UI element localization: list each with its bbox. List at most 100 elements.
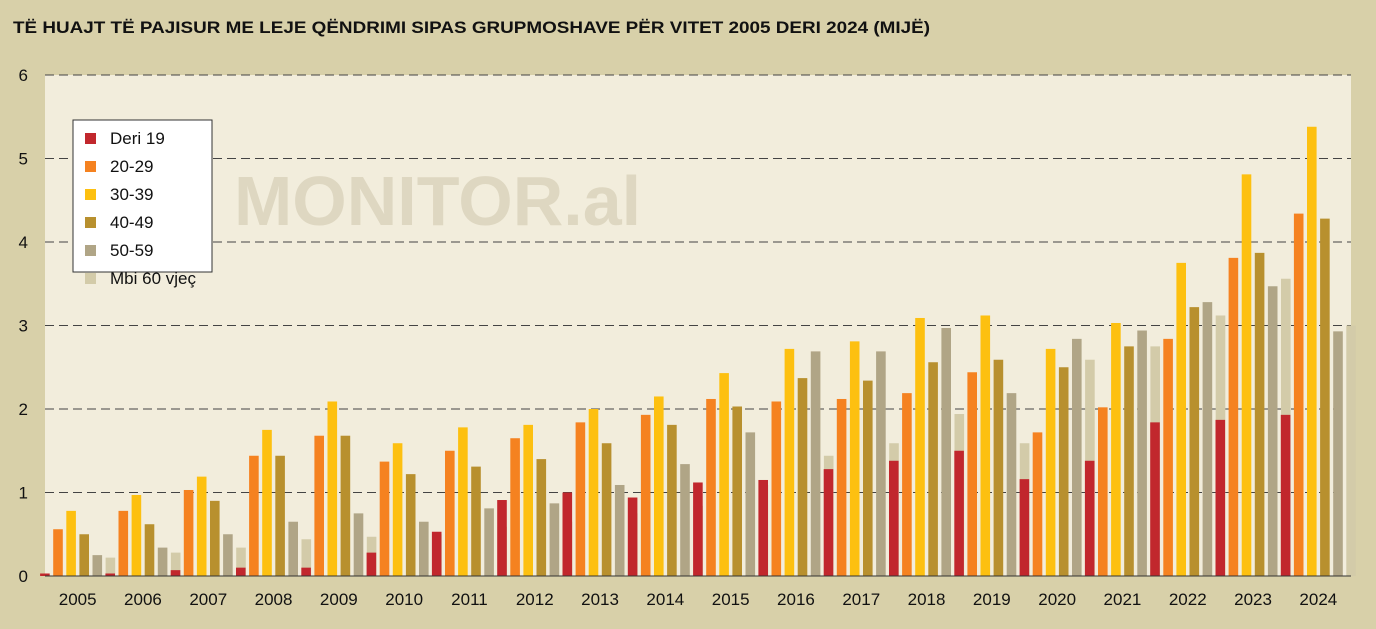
x-tick-label: 2021: [1104, 590, 1142, 609]
bar: [654, 396, 664, 576]
bar: [301, 539, 312, 576]
x-tick-label: 2020: [1038, 590, 1076, 609]
bar: [575, 422, 586, 576]
legend-swatch: [85, 161, 96, 172]
bar: [771, 401, 782, 576]
bar: [327, 401, 338, 576]
bar: [196, 476, 207, 576]
x-tick-label: 2008: [255, 590, 293, 609]
bar: [392, 443, 403, 576]
bar: [366, 552, 377, 576]
bar: [902, 393, 912, 576]
y-tick-label: 3: [19, 317, 28, 336]
legend-swatch: [85, 217, 96, 228]
bar: [915, 317, 925, 576]
bar: [732, 406, 742, 576]
bar: [588, 409, 599, 576]
bar: [1111, 322, 1121, 576]
bar: [849, 341, 860, 576]
legend-label: 50-59: [110, 241, 153, 260]
bar: [614, 484, 625, 576]
y-tick-label: 4: [19, 233, 28, 252]
bar: [1293, 213, 1304, 577]
bar: [223, 534, 233, 576]
x-tick-label: 2016: [777, 590, 815, 609]
legend-label: 40-49: [110, 213, 153, 232]
legend-label: 30-39: [110, 185, 153, 204]
bar: [170, 552, 181, 576]
bar: [1072, 338, 1082, 576]
bar: [1228, 257, 1239, 576]
bar: [157, 547, 168, 576]
legend-swatch: [85, 133, 96, 144]
bar: [1032, 432, 1043, 576]
x-tick-label: 2005: [59, 590, 97, 609]
bar: [1307, 126, 1317, 577]
bar: [79, 534, 89, 576]
bar: [758, 479, 768, 576]
bar: [1202, 302, 1213, 576]
bar: [706, 398, 716, 576]
x-tick-label: 2014: [646, 590, 684, 609]
legend-swatch: [85, 189, 96, 200]
x-tick-label: 2010: [385, 590, 423, 609]
bar: [1320, 218, 1330, 576]
bar: [562, 492, 573, 576]
bar: [1006, 393, 1017, 576]
x-tick-label: 2012: [516, 590, 554, 609]
bar: [745, 432, 756, 576]
bar: [993, 359, 1004, 576]
bar: [431, 531, 442, 576]
y-axis-ticks: 0 1 2 3 4 5 6: [19, 66, 28, 586]
bar: [680, 464, 690, 576]
bar: [458, 427, 468, 576]
legend: Deri 19 20-29 30-39 40-49 50-59 Mbi 60 vjeç: [72, 119, 213, 288]
bar: [1241, 174, 1252, 577]
x-tick-label: 2017: [842, 590, 880, 609]
bar: [249, 455, 259, 576]
bar: [1098, 407, 1108, 576]
legend-box: [72, 119, 213, 273]
bar: [967, 372, 977, 576]
x-tick-label: 2024: [1299, 590, 1337, 609]
bar: [1189, 307, 1200, 576]
bar: [863, 380, 873, 576]
x-tick-label: 2013: [581, 590, 619, 609]
bar: [210, 500, 220, 576]
legend-swatch: [85, 273, 96, 284]
x-tick-label: 2023: [1234, 590, 1272, 609]
bar: [601, 443, 612, 576]
bar: [823, 469, 834, 576]
y-tick-label: 0: [19, 567, 28, 586]
bar: [105, 573, 115, 576]
bar: [1124, 346, 1134, 576]
bar: [810, 351, 821, 576]
y-tick-label: 6: [19, 66, 28, 85]
x-tick-label: 2015: [712, 590, 750, 609]
bar: [889, 460, 899, 576]
bar: [236, 547, 246, 576]
bar: [1150, 422, 1160, 576]
bar: [954, 450, 964, 576]
bar: [236, 567, 246, 576]
bars: [40, 126, 1356, 577]
bar: [275, 455, 285, 576]
bar: [836, 398, 847, 576]
bar: [1163, 338, 1173, 576]
bar: [941, 328, 951, 576]
bar: [379, 461, 390, 576]
bar: [1019, 479, 1030, 576]
watermark: MONITOR.al: [234, 162, 641, 240]
bar: [183, 489, 194, 576]
bar: [1176, 262, 1186, 576]
legend-label: Mbi 60 vjeç: [110, 269, 196, 288]
legend-swatch: [85, 245, 96, 256]
bar: [1045, 348, 1056, 576]
bar: [301, 567, 311, 576]
bar: [510, 438, 520, 576]
bar: [419, 521, 429, 576]
bar: [53, 529, 63, 576]
x-tick-label: 2011: [451, 590, 488, 609]
bar: [1084, 460, 1095, 576]
